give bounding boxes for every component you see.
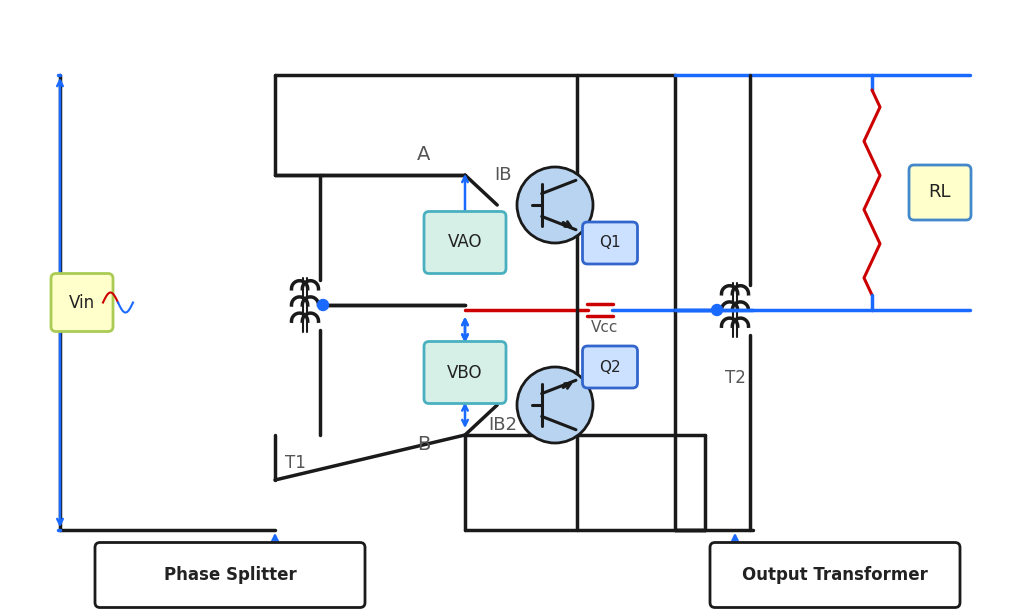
Text: IB2: IB2: [488, 416, 517, 434]
FancyBboxPatch shape: [583, 222, 638, 264]
Circle shape: [317, 300, 329, 310]
Text: Phase Splitter: Phase Splitter: [164, 566, 296, 584]
FancyBboxPatch shape: [583, 346, 638, 388]
Text: Q1: Q1: [599, 235, 621, 251]
Text: B: B: [417, 435, 430, 454]
Text: A: A: [417, 145, 430, 164]
Text: Vin: Vin: [69, 293, 95, 312]
Text: RL: RL: [929, 184, 951, 201]
FancyBboxPatch shape: [51, 273, 113, 331]
FancyBboxPatch shape: [909, 165, 971, 220]
Text: Vcc: Vcc: [591, 320, 618, 335]
FancyBboxPatch shape: [710, 542, 961, 608]
FancyBboxPatch shape: [424, 342, 506, 403]
FancyBboxPatch shape: [95, 542, 365, 608]
Text: Output Transformer: Output Transformer: [742, 566, 928, 584]
Text: Q2: Q2: [599, 359, 621, 375]
Text: T1: T1: [285, 454, 305, 472]
Circle shape: [712, 304, 723, 315]
Circle shape: [517, 167, 593, 243]
FancyBboxPatch shape: [424, 212, 506, 273]
Circle shape: [517, 367, 593, 443]
Text: VBO: VBO: [447, 364, 482, 381]
Text: T2: T2: [725, 369, 745, 387]
Text: VAO: VAO: [447, 234, 482, 251]
Text: IB: IB: [495, 166, 512, 184]
